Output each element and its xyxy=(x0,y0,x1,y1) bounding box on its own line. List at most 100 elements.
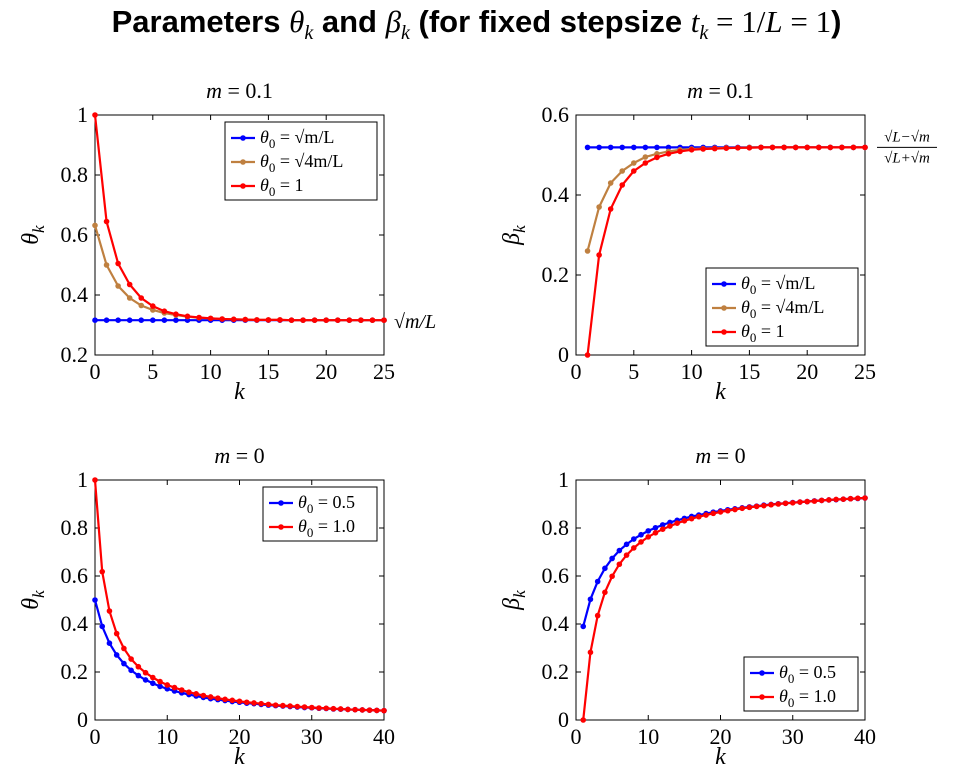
chart-title: m = 0.1 xyxy=(206,78,273,103)
legend-marker-brown xyxy=(721,305,727,311)
data-point-brown xyxy=(584,248,591,254)
data-point-blue xyxy=(609,555,615,562)
legend: θ0 = √m/Lθ0 = √4m/Lθ0 = 1 xyxy=(224,121,378,201)
data-point-blue xyxy=(642,144,649,151)
data-point-blue xyxy=(103,317,110,324)
data-point-red xyxy=(173,311,179,318)
y-tick-label: 0.6 xyxy=(61,222,89,247)
series-line-blue xyxy=(582,496,866,627)
data-point-red xyxy=(724,507,731,514)
y-tick-label: 0 xyxy=(558,707,569,732)
data-point-brown xyxy=(607,180,614,186)
data-point-red xyxy=(654,154,660,161)
data-point-red xyxy=(854,495,861,502)
x-tick-label: 20 xyxy=(229,724,251,749)
data-point-red xyxy=(193,691,199,697)
data-point-red xyxy=(272,702,279,708)
legend: θ0 = √m/Lθ0 = √4m/Lθ0 = 1 xyxy=(705,267,859,347)
data-point-blue xyxy=(92,317,98,324)
data-point-red xyxy=(207,315,214,322)
x-tick-label: 15 xyxy=(738,359,760,384)
data-point-red xyxy=(265,701,272,708)
data-point-red xyxy=(92,477,98,483)
data-point-red xyxy=(804,498,810,505)
data-point-blue xyxy=(594,578,601,585)
data-point-red xyxy=(847,495,854,502)
data-point-red xyxy=(596,252,602,258)
data-point-brown xyxy=(92,222,98,229)
data-point-brown xyxy=(642,154,649,160)
data-point-red xyxy=(827,144,834,151)
data-point-brown xyxy=(596,204,602,210)
y-tick-label: 0.4 xyxy=(61,282,89,307)
data-point-blue xyxy=(161,317,168,324)
legend-marker-blue xyxy=(240,135,246,141)
data-point-red xyxy=(667,523,673,529)
data-point-blue xyxy=(106,640,113,646)
data-point-blue xyxy=(619,144,626,151)
data-point-red xyxy=(623,552,630,558)
legend-entry: θ0 = 1.0 xyxy=(298,516,355,540)
series-line-brown xyxy=(586,146,865,252)
data-point-red xyxy=(242,316,249,323)
data-point-red xyxy=(769,144,776,151)
data-point-red xyxy=(215,695,221,701)
title-L: L xyxy=(765,4,783,39)
data-point-blue xyxy=(616,547,623,554)
data-point-red xyxy=(186,689,192,695)
data-point-red xyxy=(781,144,787,151)
data-point-red xyxy=(818,497,825,504)
data-point-blue xyxy=(150,317,156,324)
y-axis-label: θk xyxy=(18,225,48,245)
data-point-red xyxy=(294,703,301,710)
data-point-red xyxy=(665,151,672,157)
chart-title: m = 0 xyxy=(695,443,745,468)
data-point-blue xyxy=(652,524,659,531)
legend-entry: θ0 = 1.0 xyxy=(779,686,836,710)
data-point-red xyxy=(381,317,387,324)
legend-box xyxy=(262,486,378,542)
series-line-red xyxy=(582,496,866,721)
data-point-red xyxy=(652,530,659,536)
data-point-red xyxy=(196,314,202,321)
data-point-red xyxy=(311,317,318,324)
x-tick-label: 0 xyxy=(571,724,582,749)
data-point-red xyxy=(804,144,810,151)
data-point-red xyxy=(359,707,366,713)
y-axis-label: βk xyxy=(499,590,529,611)
chart-theta_m01: 0 5 10 15 20 25 0.2 0.4 0.6 0.8 1 m = 0.1 k θk θ0 = √m… xyxy=(18,78,436,405)
data-point-red xyxy=(739,505,745,512)
data-point-red xyxy=(280,702,286,709)
data-point-blue xyxy=(135,672,142,679)
data-point-red xyxy=(323,317,330,324)
title-t-sub: k xyxy=(699,22,709,45)
data-point-red xyxy=(688,515,695,522)
data-point-red xyxy=(222,696,228,703)
data-point-blue xyxy=(128,667,134,674)
data-point-red xyxy=(99,568,106,575)
data-point-brown xyxy=(138,302,145,309)
data-point-red xyxy=(103,218,110,225)
data-point-blue xyxy=(99,623,106,630)
data-point-red xyxy=(584,352,591,358)
data-point-red xyxy=(674,520,680,526)
data-point-red xyxy=(115,260,121,267)
x-tick-label: 20 xyxy=(710,724,732,749)
data-point-red xyxy=(711,145,718,152)
data-point-red xyxy=(839,144,845,151)
data-point-red xyxy=(677,148,683,155)
data-point-red xyxy=(150,674,156,681)
data-point-red xyxy=(631,168,637,174)
data-point-red xyxy=(334,317,341,324)
title-t: t xyxy=(690,4,700,39)
data-point-red xyxy=(710,510,717,517)
legend-marker-blue xyxy=(278,500,284,506)
data-point-red xyxy=(251,700,257,706)
data-point-red xyxy=(121,645,127,652)
legend-marker-red xyxy=(721,329,727,335)
x-tick-label: 10 xyxy=(637,724,659,749)
data-point-brown xyxy=(115,283,121,289)
data-point-red xyxy=(850,144,857,151)
data-point-red xyxy=(735,145,741,151)
